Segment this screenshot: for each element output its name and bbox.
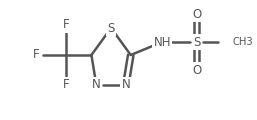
Text: F: F bbox=[33, 48, 40, 61]
Text: S: S bbox=[193, 36, 200, 48]
Text: O: O bbox=[192, 63, 201, 77]
Text: O: O bbox=[192, 7, 201, 21]
Text: F: F bbox=[62, 18, 69, 31]
Text: NH: NH bbox=[153, 36, 171, 48]
Text: CH3: CH3 bbox=[232, 37, 253, 47]
Text: N: N bbox=[122, 78, 130, 91]
Text: F: F bbox=[62, 78, 69, 91]
Text: N: N bbox=[92, 78, 101, 91]
Text: S: S bbox=[107, 21, 115, 35]
